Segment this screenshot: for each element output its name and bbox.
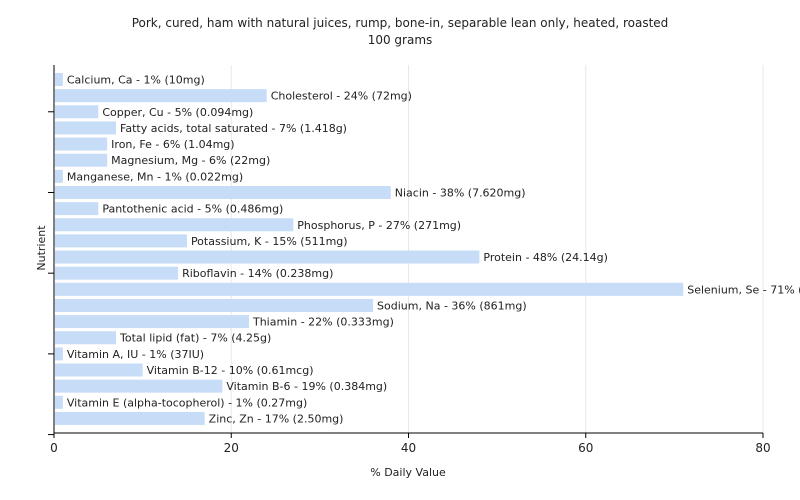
bar-label: Calcium, Ca - 1% (10mg) bbox=[67, 74, 205, 87]
bar-label: Thiamin - 22% (0.333mg) bbox=[252, 316, 394, 329]
bar-label: Potassium, K - 15% (511mg) bbox=[191, 235, 348, 248]
bar bbox=[55, 315, 249, 329]
bar-label: Vitamin B-12 - 10% (0.61mcg) bbox=[147, 364, 314, 377]
bar-label: Total lipid (fat) - 7% (4.25g) bbox=[119, 332, 271, 345]
x-tick-label: 40 bbox=[401, 441, 416, 455]
grid-layer bbox=[230, 65, 764, 433]
bar-label: Vitamin E (alpha-tocopherol) - 1% (0.27m… bbox=[67, 396, 307, 409]
bar bbox=[55, 347, 63, 361]
chart-subtitle: 100 grams bbox=[368, 33, 433, 47]
bar-label: Vitamin A, IU - 1% (37IU) bbox=[67, 348, 204, 361]
bar-label: Cholesterol - 24% (72mg) bbox=[271, 90, 412, 103]
bar bbox=[55, 411, 205, 425]
bar bbox=[55, 331, 117, 345]
bar-label: Copper, Cu - 5% (0.094mg) bbox=[102, 106, 253, 119]
bar-label: Manganese, Mn - 1% (0.022mg) bbox=[67, 170, 243, 183]
bar bbox=[55, 298, 374, 312]
bar bbox=[55, 169, 63, 183]
x-ticks-layer: 0 20 40 60 80 bbox=[50, 433, 771, 455]
bar bbox=[55, 250, 480, 264]
bar-label: Niacin - 38% (7.620mg) bbox=[395, 186, 526, 199]
bar bbox=[55, 89, 267, 103]
bar-label: Magnesium, Mg - 6% (22mg) bbox=[111, 154, 270, 167]
x-tick-label: 80 bbox=[755, 441, 770, 455]
bar bbox=[55, 363, 143, 377]
bar bbox=[55, 202, 99, 216]
bar-labels-layer: Calcium, Ca - 1% (10mg) Cholesterol - 24%… bbox=[67, 74, 800, 426]
bar-label: Fatty acids, total saturated - 7% (1.418… bbox=[120, 122, 347, 135]
bars-layer bbox=[55, 73, 684, 425]
bar bbox=[55, 395, 63, 409]
x-axis-label: % Daily Value bbox=[370, 466, 446, 479]
bar bbox=[55, 137, 108, 151]
bar bbox=[55, 105, 99, 119]
bar-label: Riboflavin - 14% (0.238mg) bbox=[182, 267, 333, 280]
bar bbox=[55, 121, 117, 135]
bar-label: Iron, Fe - 6% (1.04mg) bbox=[111, 138, 234, 151]
bar-label: Pantothenic acid - 5% (0.486mg) bbox=[102, 203, 283, 216]
bar bbox=[55, 153, 108, 167]
bar bbox=[55, 234, 187, 248]
bar-label: Phosphorus, P - 27% (271mg) bbox=[297, 219, 461, 232]
y-axis-label: Nutrient bbox=[35, 225, 48, 271]
bar bbox=[55, 73, 63, 86]
bar-label: Vitamin B-6 - 19% (0.384mg) bbox=[226, 380, 387, 393]
bar bbox=[55, 218, 294, 232]
bar-label: Protein - 48% (24.14g) bbox=[483, 251, 608, 264]
bar bbox=[55, 282, 684, 296]
bar bbox=[55, 379, 223, 393]
chart-title: Pork, cured, ham with natural juices, ru… bbox=[132, 16, 669, 30]
bar-label: Zinc, Zn - 17% (2.50mg) bbox=[209, 412, 344, 425]
bar-label: Sodium, Na - 36% (861mg) bbox=[377, 299, 527, 312]
bar bbox=[55, 185, 391, 199]
bar bbox=[55, 266, 179, 280]
bar-label: Selenium, Se - 71% (49.9mcg) bbox=[687, 283, 800, 296]
axes-layer bbox=[48, 65, 763, 436]
x-tick-label: 20 bbox=[224, 441, 239, 455]
x-tick-label: 0 bbox=[50, 441, 58, 455]
x-tick-label: 60 bbox=[578, 441, 593, 455]
